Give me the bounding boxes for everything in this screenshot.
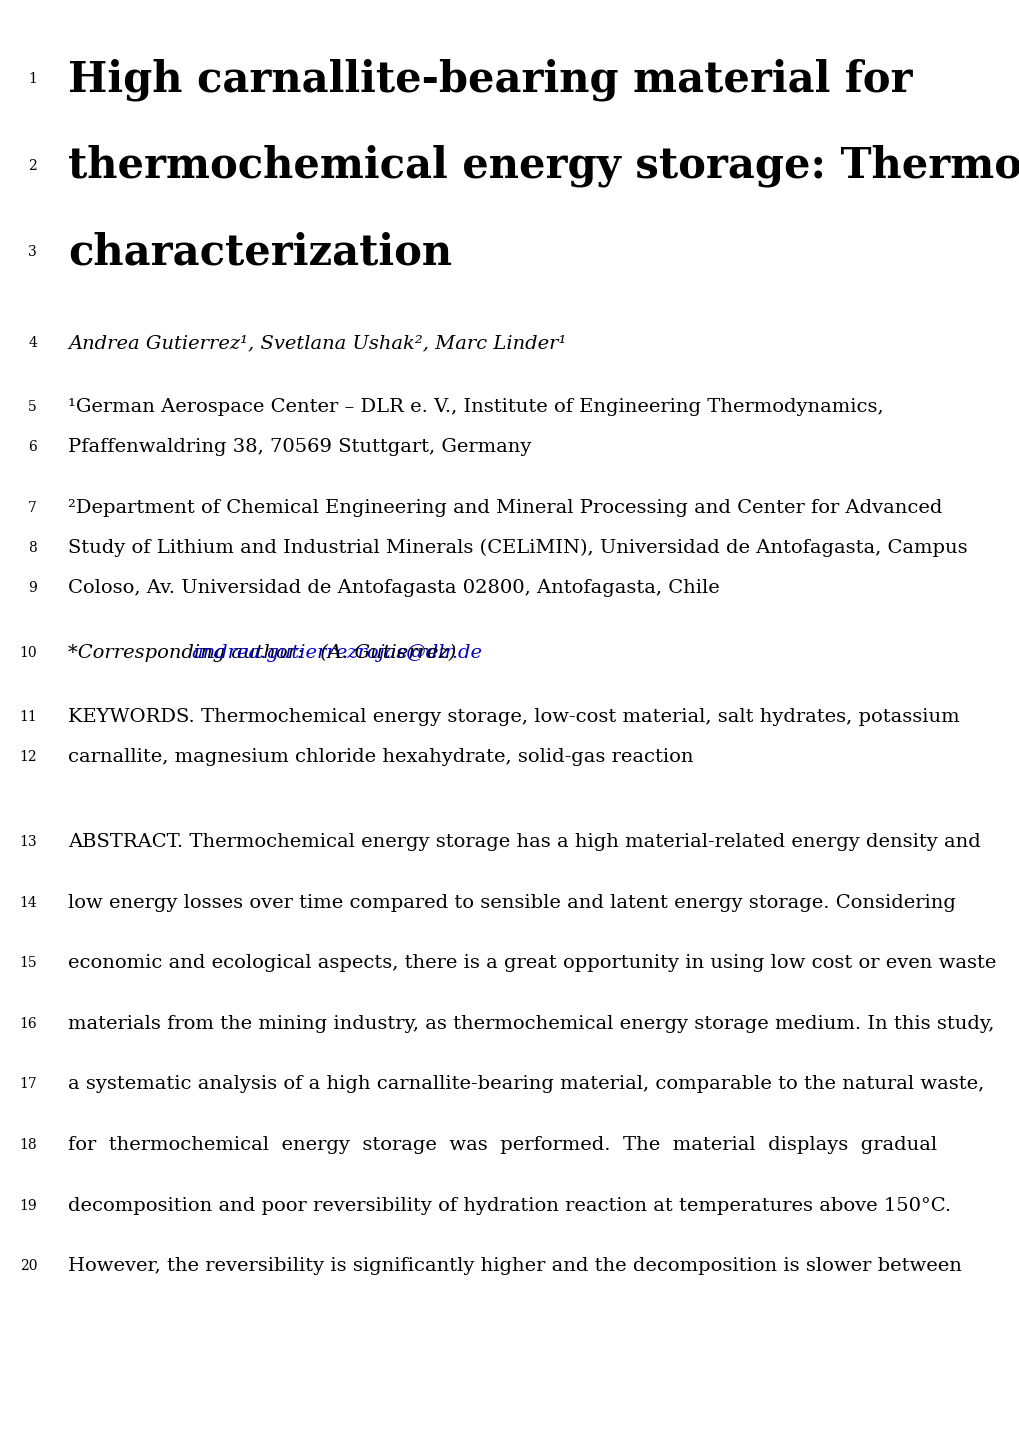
Text: ¹German Aerospace Center – DLR e. V., Institute of Engineering Thermodynamics,: ¹German Aerospace Center – DLR e. V., In… [68, 398, 883, 415]
Text: *Corresponding author:: *Corresponding author: [68, 645, 310, 662]
Text: 2: 2 [29, 159, 37, 173]
Text: ²Department of Chemical Engineering and Mineral Processing and Center for Advanc: ²Department of Chemical Engineering and … [68, 499, 942, 516]
Text: carnallite, magnesium chloride hexahydrate, solid-gas reaction: carnallite, magnesium chloride hexahydra… [68, 748, 693, 766]
Text: 3: 3 [29, 245, 37, 260]
Text: 11: 11 [19, 709, 37, 724]
Text: a systematic analysis of a high carnallite-bearing material, comparable to the n: a systematic analysis of a high carnalli… [68, 1076, 983, 1093]
Text: High carnallite-bearing material for: High carnallite-bearing material for [68, 58, 912, 101]
Text: 17: 17 [19, 1077, 37, 1092]
Text: 18: 18 [19, 1138, 37, 1152]
Text: 14: 14 [19, 895, 37, 910]
Text: Study of Lithium and Industrial Minerals (CELiMIN), Universidad de Antofagasta, : Study of Lithium and Industrial Minerals… [68, 539, 967, 557]
Text: decomposition and poor reversibility of hydration reaction at temperatures above: decomposition and poor reversibility of … [68, 1197, 951, 1214]
Text: 1: 1 [29, 72, 37, 87]
Text: Andrea Gutierrez¹, Svetlana Ushak², Marc Linder¹: Andrea Gutierrez¹, Svetlana Ushak², Marc… [68, 335, 567, 352]
Text: 6: 6 [29, 440, 37, 454]
Text: low energy losses over time compared to sensible and latent energy storage. Cons: low energy losses over time compared to … [68, 894, 956, 911]
Text: 16: 16 [19, 1017, 37, 1031]
Text: 9: 9 [29, 581, 37, 596]
Text: 8: 8 [29, 541, 37, 555]
Text: 20: 20 [19, 1259, 37, 1273]
Text: for  thermochemical  energy  storage  was  performed.  The  material  displays  : for thermochemical energy storage was pe… [68, 1136, 936, 1154]
Text: Pfaffenwaldring 38, 70569 Stuttgart, Germany: Pfaffenwaldring 38, 70569 Stuttgart, Ger… [68, 438, 531, 456]
Text: andrea.gutierrezrojas@dlr.de: andrea.gutierrezrojas@dlr.de [191, 645, 482, 662]
Text: 7: 7 [29, 500, 37, 515]
Text: 5: 5 [29, 399, 37, 414]
Text: (A. Gutierrez): (A. Gutierrez) [314, 645, 455, 662]
Text: Coloso, Av. Universidad de Antofagasta 02800, Antofagasta, Chile: Coloso, Av. Universidad de Antofagasta 0… [68, 580, 719, 597]
Text: KEYWORDS. Thermochemical energy storage, low-cost material, salt hydrates, potas: KEYWORDS. Thermochemical energy storage,… [68, 708, 959, 725]
Text: 4: 4 [29, 336, 37, 350]
Text: 15: 15 [19, 956, 37, 970]
Text: characterization: characterization [68, 231, 452, 274]
Text: 12: 12 [19, 750, 37, 764]
Text: 13: 13 [19, 835, 37, 849]
Text: 10: 10 [19, 646, 37, 660]
Text: 19: 19 [19, 1198, 37, 1213]
Text: thermochemical energy storage: Thermophysical: thermochemical energy storage: Thermophy… [68, 144, 1019, 187]
Text: However, the reversibility is significantly higher and the decomposition is slow: However, the reversibility is significan… [68, 1257, 961, 1275]
Text: economic and ecological aspects, there is a great opportunity in using low cost : economic and ecological aspects, there i… [68, 955, 996, 972]
Text: ABSTRACT. Thermochemical energy storage has a high material-related energy densi: ABSTRACT. Thermochemical energy storage … [68, 833, 980, 851]
Text: materials from the mining industry, as thermochemical energy storage medium. In : materials from the mining industry, as t… [68, 1015, 994, 1032]
